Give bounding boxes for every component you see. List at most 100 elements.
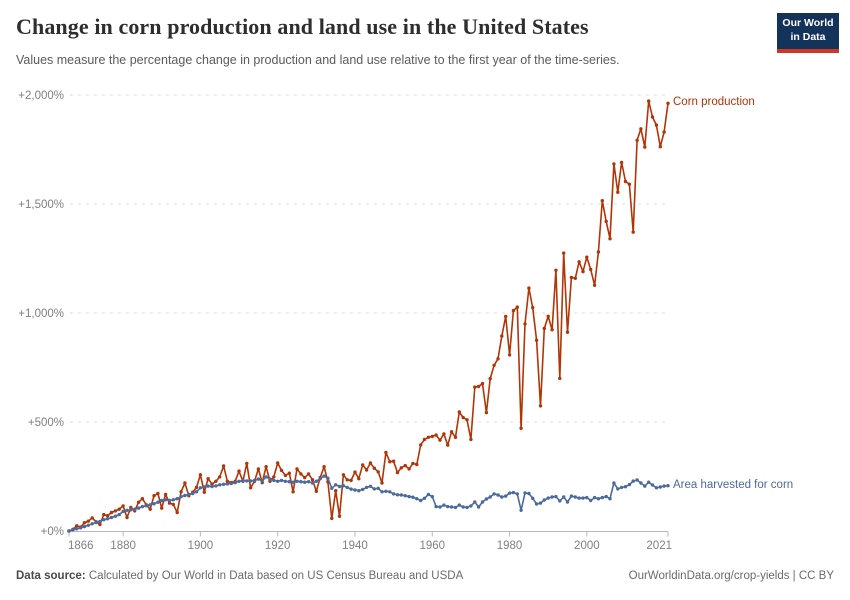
data-point xyxy=(635,478,639,482)
data-point xyxy=(581,269,585,274)
data-point xyxy=(326,476,330,480)
data-point xyxy=(117,512,121,517)
data-point xyxy=(210,484,214,489)
x-axis-tick-label: 1920 xyxy=(265,540,291,552)
data-point xyxy=(368,484,373,488)
page-title: Change in corn production and land use i… xyxy=(16,14,589,39)
data-point xyxy=(214,484,218,488)
data-point xyxy=(345,485,349,490)
data-point xyxy=(554,494,558,499)
data-point xyxy=(334,483,338,487)
data-point xyxy=(391,492,396,496)
data-point xyxy=(357,489,361,493)
license-link[interactable]: OurWorldinData.org/crop-yields | CC BY xyxy=(628,570,834,582)
corn-production-label[interactable]: Corn production xyxy=(673,96,755,108)
area-harvested-label[interactable]: Area harvested for corn xyxy=(673,479,794,491)
x-axis-tick-label: 1866 xyxy=(68,540,94,552)
data-point xyxy=(364,485,369,490)
data-point xyxy=(125,508,129,512)
data-source-note: Data source: Calculated by Our World in … xyxy=(16,570,463,582)
x-axis-tick-label: 2000 xyxy=(574,540,600,552)
data-point xyxy=(314,479,318,483)
data-point xyxy=(299,472,303,476)
data-point xyxy=(585,255,589,259)
data-point xyxy=(519,426,523,430)
data-point xyxy=(399,493,403,497)
data-point xyxy=(577,496,581,500)
data-point xyxy=(67,529,71,533)
data-point xyxy=(264,465,268,469)
data-point xyxy=(631,230,635,234)
data-point xyxy=(86,523,91,527)
data-point xyxy=(248,486,253,490)
data-point xyxy=(221,464,226,468)
data-point xyxy=(480,381,485,386)
data-point xyxy=(616,190,620,194)
data-point xyxy=(183,493,187,498)
data-point xyxy=(291,490,295,494)
data-point xyxy=(357,477,361,481)
data-point xyxy=(391,459,396,463)
data-point xyxy=(179,494,183,499)
data-point xyxy=(241,478,245,483)
corn-production-line[interactable] xyxy=(68,100,669,532)
owid-logo-line1: Our World xyxy=(782,17,834,30)
data-point xyxy=(627,182,632,186)
data-point xyxy=(75,527,79,531)
data-point xyxy=(179,490,183,494)
data-point xyxy=(430,494,434,499)
data-point xyxy=(133,507,137,511)
y-axis-tick-label: +2,000% xyxy=(18,90,64,102)
data-point xyxy=(163,492,168,497)
data-point xyxy=(453,435,458,439)
data-point xyxy=(98,519,102,524)
data-point xyxy=(388,460,392,464)
data-point xyxy=(380,490,384,494)
data-point xyxy=(623,179,628,184)
data-point xyxy=(121,504,125,508)
data-point xyxy=(310,481,315,485)
data-point xyxy=(592,495,597,500)
data-point xyxy=(322,465,326,469)
data-point xyxy=(531,496,535,500)
x-axis-tick-label: 1960 xyxy=(419,540,445,552)
data-point xyxy=(221,482,226,486)
data-point xyxy=(163,498,168,502)
data-point xyxy=(592,283,597,287)
data-point xyxy=(252,478,257,483)
x-axis-tick-label: 1980 xyxy=(497,540,523,552)
chart-subtitle: Values measure the percentage change in … xyxy=(16,53,620,67)
data-point xyxy=(546,314,550,318)
data-point xyxy=(608,237,612,241)
data-point xyxy=(341,473,346,477)
data-point xyxy=(198,473,203,477)
data-point xyxy=(140,497,145,501)
data-point xyxy=(198,486,203,490)
data-point xyxy=(206,477,210,481)
data-point xyxy=(314,489,318,493)
data-point xyxy=(446,504,450,509)
owid-logo[interactable]: Our World in Data xyxy=(777,13,839,53)
data-point xyxy=(152,502,156,506)
data-point xyxy=(411,495,415,499)
data-point xyxy=(337,484,342,489)
data-point xyxy=(318,477,322,481)
data-point xyxy=(484,497,489,501)
data-point xyxy=(434,504,438,509)
data-point xyxy=(527,286,531,290)
data-point xyxy=(310,478,315,482)
data-point xyxy=(71,528,75,532)
data-point xyxy=(121,509,125,514)
data-point xyxy=(136,500,141,504)
data-point xyxy=(534,338,539,342)
data-point xyxy=(504,494,508,498)
data-point xyxy=(229,481,233,486)
data-point xyxy=(492,492,496,496)
data-point xyxy=(349,487,353,491)
data-point xyxy=(306,480,311,484)
data-point xyxy=(175,510,179,515)
data-point xyxy=(129,508,133,512)
data-point xyxy=(562,495,566,499)
data-point xyxy=(171,498,175,502)
